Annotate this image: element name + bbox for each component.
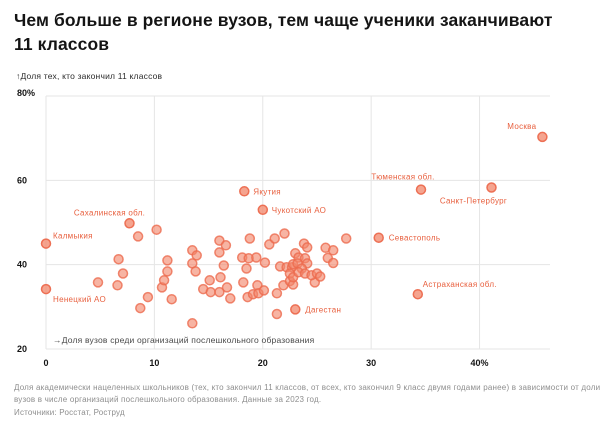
scatter-chart: 20 40 60 80% 0 10 20 30 40% →Доля вузов среди орг… xyxy=(0,85,614,385)
data-point-labeled xyxy=(40,283,52,295)
data-point xyxy=(215,272,226,283)
data-point xyxy=(314,271,326,282)
region-label: Дагестан xyxy=(305,305,341,314)
data-point xyxy=(191,250,202,261)
region-label: Тюменская обл. xyxy=(371,173,434,182)
data-point xyxy=(92,277,104,288)
data-point-labeled xyxy=(486,182,497,193)
data-point xyxy=(220,240,232,251)
data-point-labeled xyxy=(124,218,135,229)
x-tick-label: 10 xyxy=(149,358,159,368)
data-point xyxy=(241,263,252,274)
data-point xyxy=(258,285,270,296)
data-point xyxy=(279,228,290,239)
y-tick-label: 40 xyxy=(17,260,27,270)
data-point xyxy=(271,288,283,299)
data-point xyxy=(340,233,352,244)
data-point xyxy=(327,245,339,256)
data-point-labeled xyxy=(239,186,250,197)
sources-line: Источники: Росстат, Роструд xyxy=(14,408,125,417)
region-label: Сахалинская обл. xyxy=(74,208,145,217)
region-label: Санкт-Петербург xyxy=(440,197,507,206)
data-point xyxy=(214,286,225,298)
data-point xyxy=(327,257,339,269)
y-tick-label: 20 xyxy=(17,344,27,354)
region-label: Якутия xyxy=(253,187,281,196)
data-point xyxy=(271,308,283,320)
x-tick-label: 0 xyxy=(43,358,48,368)
data-point xyxy=(135,302,146,314)
y-tick-label: 60 xyxy=(17,175,27,185)
data-point xyxy=(142,291,154,303)
data-point xyxy=(221,282,233,293)
x-tick-label: 30 xyxy=(366,358,376,368)
data-point xyxy=(117,268,129,279)
scatter-plot: 20 40 60 80% 0 10 20 30 40% →Доля вузов среди орг… xyxy=(17,88,550,368)
data-point xyxy=(251,252,262,263)
data-point xyxy=(162,266,173,277)
data-point-labeled xyxy=(373,232,384,243)
data-point xyxy=(113,253,124,265)
x-tick-label: 20 xyxy=(258,358,268,368)
data-point xyxy=(112,280,123,291)
data-point xyxy=(187,318,198,329)
data-point-labeled xyxy=(257,204,269,216)
region-label: Ненецкий АО xyxy=(53,295,106,304)
data-point xyxy=(244,233,256,244)
data-point xyxy=(238,277,249,288)
chart-title: Чем больше в регионе вузов, тем чаще уче… xyxy=(14,10,553,55)
data-point-labeled xyxy=(290,304,301,315)
data-point-labeled xyxy=(537,131,548,143)
data-point-labeled xyxy=(415,184,427,195)
data-point-labeled xyxy=(412,288,424,300)
region-label: Калмыкия xyxy=(53,232,93,241)
footnote: Доля академически нацеленных школьников … xyxy=(14,383,601,404)
data-point xyxy=(158,275,170,286)
region-label: Севастополь xyxy=(389,234,441,243)
data-point xyxy=(218,260,230,271)
data-point xyxy=(204,275,215,286)
x-axis-caption: →Доля вузов среди организаций послешколь… xyxy=(53,335,315,345)
region-label: Москва xyxy=(507,122,536,131)
x-tick-label: 40% xyxy=(471,358,489,368)
data-point xyxy=(190,266,201,277)
y-tick-label: 80% xyxy=(17,88,35,98)
data-point xyxy=(269,233,280,244)
data-point xyxy=(214,247,225,258)
data-point xyxy=(162,255,173,266)
data-point xyxy=(205,286,216,298)
y-axis-caption: ↑Доля тех, кто закончил 11 классов xyxy=(16,71,163,81)
data-point-labeled xyxy=(40,238,52,249)
region-label: Чукотский АО xyxy=(272,206,326,215)
data-point xyxy=(259,257,271,268)
region-label: Астраханская обл. xyxy=(423,280,497,289)
data-point xyxy=(301,242,313,253)
data-point xyxy=(225,293,236,304)
data-point xyxy=(151,224,162,235)
data-point xyxy=(166,293,177,305)
data-point xyxy=(132,231,144,242)
